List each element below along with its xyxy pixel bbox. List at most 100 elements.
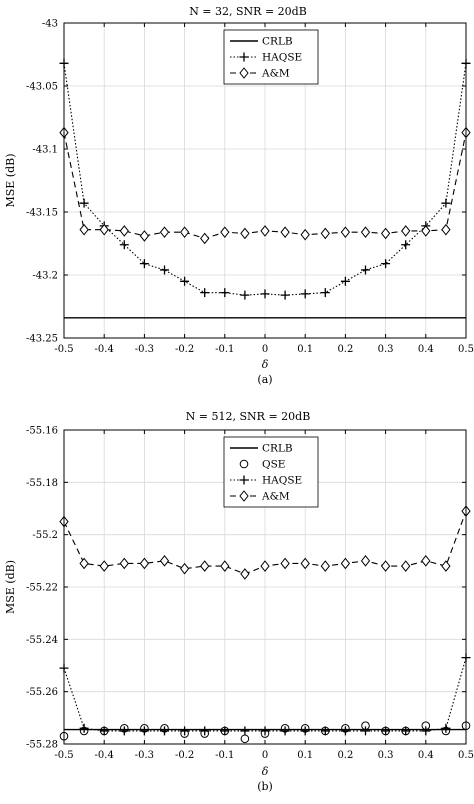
x-axis-label: δ — [262, 358, 269, 371]
data-point — [320, 726, 330, 736]
data-point — [320, 288, 330, 298]
chart-panel-b: N = 512, SNR = 20dB -0.5 -0.4 -0.3 -0.2 -0.1… — [4, 410, 474, 793]
data-point — [99, 560, 109, 572]
x-tick-label: -0.4 — [95, 344, 114, 355]
data-point — [220, 288, 230, 298]
x-tick-label: 0.5 — [458, 750, 474, 761]
x-tick-label: 0.3 — [378, 750, 394, 761]
y-tick-label: -43.2 — [32, 271, 58, 282]
x-tick-label: 0.4 — [418, 750, 434, 761]
legend-label: A&M — [261, 68, 290, 80]
y-tick-label: -55.2 — [32, 530, 58, 541]
x-tick-label: -0.2 — [175, 750, 194, 761]
x-tick-label: -0.5 — [54, 344, 73, 355]
data-point — [401, 240, 411, 250]
data-point — [159, 555, 170, 567]
y-tick-label: -43.1 — [32, 145, 58, 156]
legend-label: HAQSE — [262, 475, 302, 487]
data-point — [260, 560, 270, 572]
data-point — [361, 265, 370, 275]
data-point — [300, 228, 310, 241]
data-point — [240, 568, 250, 580]
x-tick-label: 0.2 — [337, 344, 353, 355]
y-tick-label: -55.24 — [26, 635, 58, 646]
x-tick-label: -0.3 — [135, 750, 154, 761]
y-axis-label: MSE (dB) — [4, 153, 17, 207]
data-point — [180, 276, 190, 286]
legend: CRLB HAQSE A&M — [223, 29, 319, 85]
data-point — [320, 227, 330, 240]
y-tick-label: -55.16 — [26, 426, 58, 437]
series-a-m — [59, 505, 471, 580]
chart-title: N = 32, SNR = 20dB — [189, 5, 307, 18]
data-point — [200, 288, 210, 298]
data-point — [401, 560, 411, 572]
x-tick-label: -0.4 — [95, 750, 114, 761]
legend-entry: HAQSE — [230, 475, 302, 487]
series-line — [63, 657, 467, 732]
data-point — [99, 726, 109, 736]
x-tick-label: 0.4 — [418, 344, 434, 355]
data-point — [441, 198, 451, 208]
data-point — [139, 557, 150, 570]
legend-label: CRLB — [262, 36, 293, 48]
legend-label: HAQSE — [262, 52, 302, 64]
x-tick-label: 0.1 — [297, 344, 313, 355]
data-point — [79, 198, 89, 208]
x-tick-label: 0.3 — [378, 344, 394, 355]
data-point — [160, 726, 169, 736]
data-point — [200, 560, 210, 572]
y-tick-label: -55.18 — [26, 478, 58, 489]
data-point — [119, 240, 129, 250]
legend-entry: CRLB — [230, 36, 293, 48]
data-point — [200, 232, 210, 245]
y-tick-label: -43.05 — [26, 82, 58, 93]
y-tick-label: -43 — [42, 19, 58, 30]
data-point — [179, 226, 190, 238]
data-point — [340, 226, 351, 238]
data-point — [380, 227, 391, 240]
y-axis-label: MSE (dB) — [4, 560, 17, 614]
data-point — [179, 562, 190, 575]
data-point — [220, 226, 230, 238]
legend-label: CRLB — [262, 443, 293, 455]
data-point — [180, 726, 190, 736]
y-tick-label: -55.28 — [26, 740, 58, 751]
data-point — [139, 726, 149, 736]
data-point — [240, 726, 250, 736]
data-point — [320, 560, 330, 572]
data-point — [340, 276, 350, 286]
legend-marker — [239, 67, 249, 79]
legend-entry: HAQSE — [230, 52, 302, 64]
data-point — [441, 560, 451, 572]
x-tick-label: -0.2 — [175, 344, 194, 355]
data-point — [160, 265, 169, 275]
data-point — [300, 289, 310, 299]
data-point — [280, 557, 290, 570]
data-point — [260, 225, 270, 237]
data-point — [240, 290, 250, 300]
x-tick-label: 0.2 — [337, 750, 353, 761]
data-point — [280, 726, 290, 736]
x-tick-label: -0.3 — [135, 344, 154, 355]
x-tick-label: 0 — [262, 344, 268, 355]
legend-marker — [239, 475, 249, 485]
y-tick-label: -43.15 — [26, 208, 58, 219]
data-point — [381, 726, 391, 736]
data-point — [119, 225, 129, 237]
x-tick-label: 0.5 — [458, 344, 474, 355]
data-point — [300, 726, 310, 736]
legend-entry: A&M — [230, 490, 290, 503]
legend-entry: A&M — [230, 67, 290, 80]
data-point — [361, 726, 370, 736]
data-point — [220, 726, 230, 736]
data-point — [79, 223, 89, 236]
data-point — [340, 726, 350, 736]
data-point — [200, 726, 210, 736]
data-point — [260, 726, 270, 736]
data-point — [421, 555, 431, 567]
data-point — [441, 223, 451, 236]
data-point — [159, 226, 170, 238]
series-a-m — [59, 126, 471, 245]
